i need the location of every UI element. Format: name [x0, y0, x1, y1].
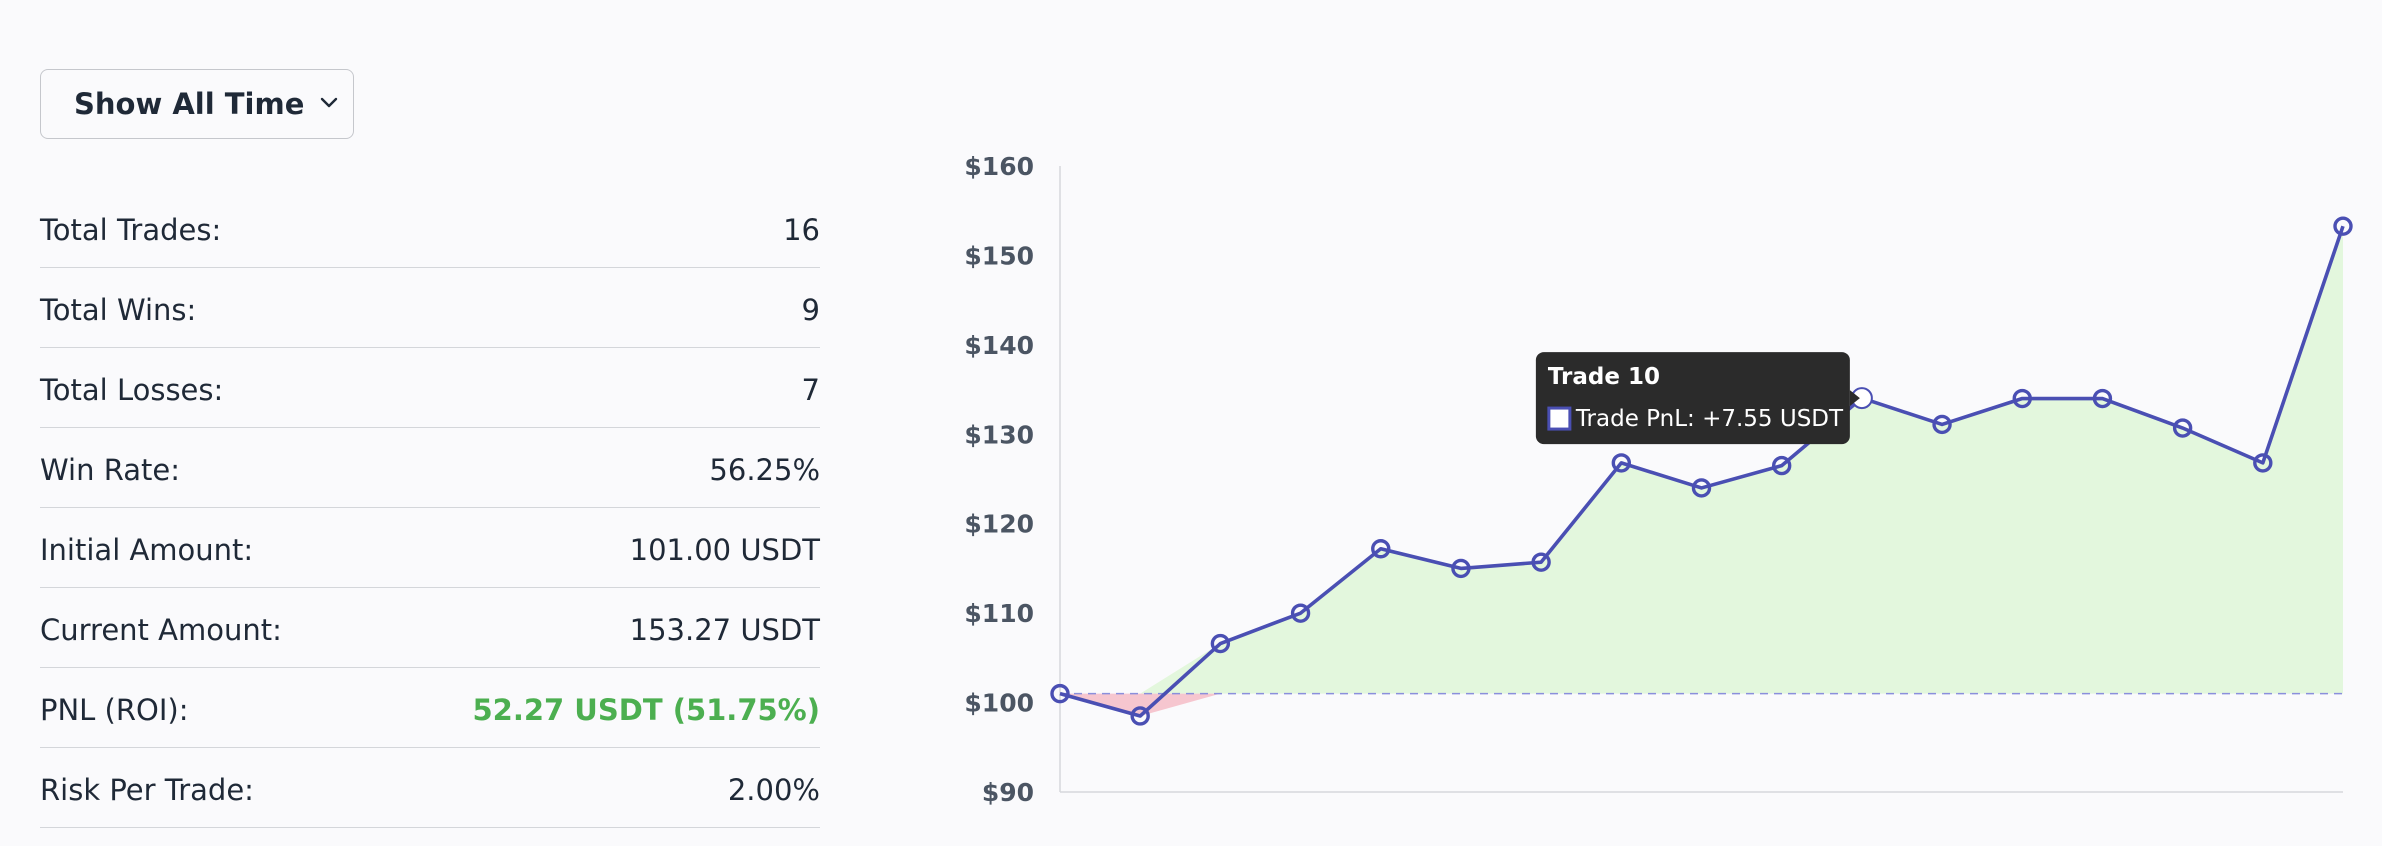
y-tick-label: $140: [964, 331, 1034, 360]
stat-row-risk-per-trade: Risk Per Trade: 2.00%: [40, 748, 820, 828]
y-tick-label: $130: [964, 420, 1034, 449]
stat-row-total-losses: Total Losses: 7: [40, 348, 820, 428]
stat-row-current-amount: Current Amount: 153.27 USDT: [40, 588, 820, 668]
chevron-down-icon: [320, 97, 338, 108]
tooltip-swatch: [1547, 406, 1572, 431]
data-point: [1451, 558, 1471, 579]
data-point: [1210, 633, 1231, 654]
stat-row-initial-amount: Initial Amount: 101.00 USDT: [40, 508, 820, 588]
tooltip-caret: [1849, 390, 1860, 407]
tooltip-title: Trade 10: [1548, 364, 1660, 390]
data-point: [1371, 539, 1391, 559]
data-point: [1932, 414, 1952, 435]
stat-value: 7: [801, 373, 820, 407]
stat-label: Win Rate:: [40, 453, 180, 487]
y-tick-label: $100: [964, 689, 1034, 718]
stat-row-win-rate: Win Rate: 56.25%: [40, 428, 820, 508]
stat-label: PNL (ROI):: [40, 693, 189, 727]
y-tick-label: $120: [964, 510, 1034, 539]
data-point: [1050, 683, 1070, 704]
stat-row-total-trades: Total Trades: 16: [40, 188, 820, 268]
stat-row-pnl-roi: PNL (ROI): 52.27 USDT (51.75%): [40, 668, 820, 748]
stat-value: 9: [801, 293, 820, 327]
y-tick-label: $160: [964, 152, 1034, 181]
tooltip-text: Trade PnL: +7.55 USDT: [1575, 406, 1844, 432]
data-point: [2333, 216, 2353, 236]
stat-label: Total Trades:: [40, 213, 222, 247]
stat-label: Risk Per Trade:: [40, 773, 254, 807]
stat-label: Total Losses:: [40, 373, 224, 407]
data-point: [1611, 453, 1632, 473]
y-tick-label: $110: [964, 599, 1034, 628]
stat-value: 16: [783, 213, 820, 247]
stat-value: 101.00 USDT: [629, 533, 820, 567]
stat-label: Total Wins:: [40, 293, 197, 327]
equity-line: [1059, 225, 2345, 718]
time-range-select[interactable]: Show All Time: [40, 69, 354, 139]
stat-value: 56.25%: [709, 453, 820, 487]
data-point: [2092, 388, 2113, 409]
data-point: [2172, 418, 2193, 438]
data-point: [1130, 706, 1150, 726]
pnl-value: 52.27 USDT (51.75%): [472, 693, 820, 727]
data-point: [1531, 552, 1551, 572]
equity-curve-chart: $90 $100 $110 $120 $130 $140 $150 $160 Trade 10 T…: [964, 152, 2353, 807]
stat-label: Current Amount:: [40, 613, 282, 647]
stat-row-total-wins: Total Wins: 9: [40, 268, 820, 348]
loss-area: [1060, 693, 2343, 716]
data-point: [2012, 388, 2032, 409]
data-point: [1691, 478, 1712, 498]
profit-area: [1060, 226, 2343, 694]
stat-label: Initial Amount:: [40, 533, 254, 567]
stat-value: 153.27 USDT: [629, 613, 820, 647]
time-range-select-value: Show All Time: [74, 87, 305, 121]
data-point: [1771, 455, 1792, 476]
tooltip-box: [1535, 352, 1850, 445]
y-tick-label: $150: [964, 241, 1034, 270]
stats-list: Total Trades: 16 Total Wins: 9 Total Los…: [40, 188, 820, 828]
data-point: [2253, 453, 2273, 473]
data-point: [1290, 603, 1311, 623]
y-tick-label: $90: [982, 778, 1034, 807]
stat-value: 2.00%: [727, 773, 820, 807]
